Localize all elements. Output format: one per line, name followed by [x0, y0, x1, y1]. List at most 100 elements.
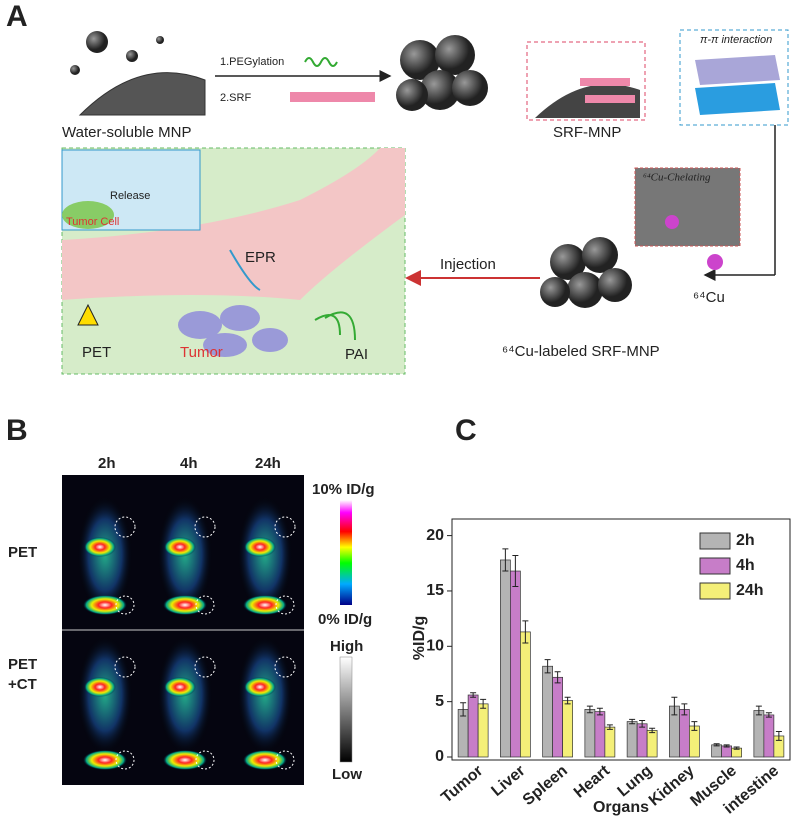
error-bar	[480, 698, 487, 709]
y-tick-label: 0	[435, 748, 444, 765]
error-bar	[564, 696, 571, 705]
label: 2.SRF	[220, 92, 251, 104]
x-tick-label: Tumor	[438, 762, 486, 806]
error-bar	[470, 692, 477, 698]
label: 1.PEGylation	[220, 56, 284, 68]
bar	[467, 694, 479, 758]
bar	[584, 709, 596, 758]
label: ⁶⁴Cu-Chelating	[643, 172, 711, 184]
tumor-outline	[195, 595, 215, 615]
bar	[562, 700, 573, 758]
tumor-outline	[114, 656, 136, 678]
bar	[721, 745, 732, 758]
label: Release	[110, 190, 150, 202]
image-slice	[243, 750, 287, 770]
bar	[636, 723, 648, 758]
label: ⁶⁴Cu-labeled SRF-MNP	[502, 343, 660, 360]
bar	[594, 711, 606, 758]
row-label: PET	[8, 544, 37, 561]
label: PAI	[345, 346, 368, 363]
error-bar	[723, 744, 730, 748]
error-bar	[765, 712, 772, 718]
bar	[500, 559, 511, 758]
y-tick-label: 5	[435, 693, 444, 710]
panel-a: A Water-soluble MNP 1.PEGylation 2.SRF S…	[6, 0, 789, 375]
plot-frame	[451, 518, 791, 761]
image-slice	[163, 750, 207, 770]
row-label: PET	[8, 656, 37, 673]
image-hotspot	[164, 537, 196, 557]
x-tick-label: Spleen	[520, 762, 571, 809]
error-bar	[629, 718, 636, 725]
tumor-outline	[275, 750, 295, 770]
error-bar	[775, 731, 782, 741]
image-hotspot	[244, 677, 276, 697]
tumor-outline	[195, 750, 215, 770]
label: Injection	[440, 256, 496, 273]
bar	[679, 709, 690, 758]
bar	[626, 721, 638, 758]
image-slice	[243, 595, 287, 615]
label: EPR	[245, 249, 276, 266]
error-bar	[606, 724, 613, 730]
error-bar	[671, 696, 678, 716]
panel-label: C	[455, 414, 477, 447]
panel-label: B	[6, 414, 28, 447]
error-bar	[586, 705, 593, 714]
tumor-outline	[115, 595, 135, 615]
y-axis-label: %ID/g	[411, 616, 428, 660]
error-bar	[554, 671, 561, 684]
legend-swatch	[699, 532, 731, 550]
label: Water-soluble MNP	[62, 124, 191, 141]
error-bar	[596, 707, 603, 716]
tumor-outline	[274, 516, 296, 538]
panel-b: B 2h 4h 24h PET PET +CT 10% ID/g 0% ID/g…	[6, 414, 375, 785]
row-label: +CT	[8, 676, 37, 693]
time-label: 4h	[180, 455, 198, 472]
error-bar	[681, 703, 688, 716]
bar	[646, 730, 658, 758]
error-bar	[639, 719, 646, 728]
error-bar	[755, 705, 762, 716]
tumor-outline	[194, 516, 216, 538]
label: π-π interaction	[700, 34, 772, 46]
x-tick-label: Heart	[571, 762, 614, 802]
label: ⁶⁴Cu	[693, 289, 725, 306]
image-slice	[163, 595, 207, 615]
label: Tumor Cell	[66, 216, 119, 228]
y-tick-label: 10	[426, 638, 444, 655]
panel-label: A	[6, 0, 28, 33]
y-tick-label: 15	[426, 582, 444, 599]
bar	[510, 570, 521, 758]
image-hotspot	[164, 677, 196, 697]
error-bar	[460, 702, 467, 717]
error-bar	[544, 659, 551, 674]
x-axis-label: Organs	[593, 799, 649, 816]
legend-swatch	[699, 582, 731, 600]
error-bar	[649, 727, 656, 734]
bar	[520, 631, 531, 758]
tumor-outline	[115, 750, 135, 770]
label: SRF-MNP	[553, 124, 621, 141]
error-bar	[733, 746, 740, 750]
bar	[711, 744, 722, 758]
tumor-outline	[275, 595, 295, 615]
x-tick-label: Kidney	[646, 762, 698, 809]
bar	[753, 710, 765, 758]
error-bar	[512, 555, 519, 588]
tumor-outline	[194, 656, 216, 678]
image-hotspot	[84, 677, 116, 697]
legend-label: 2h	[736, 532, 755, 549]
label: Tumor	[180, 344, 223, 361]
image-hotspot	[84, 537, 116, 557]
error-bar	[713, 743, 720, 747]
bar	[604, 726, 616, 758]
error-bar	[691, 721, 698, 731]
error-bar	[502, 548, 509, 572]
colorbar-label: High	[330, 638, 363, 655]
y-tick-label: 20	[426, 527, 444, 544]
legend-label: 24h	[736, 582, 764, 599]
legend-swatch	[699, 557, 731, 575]
